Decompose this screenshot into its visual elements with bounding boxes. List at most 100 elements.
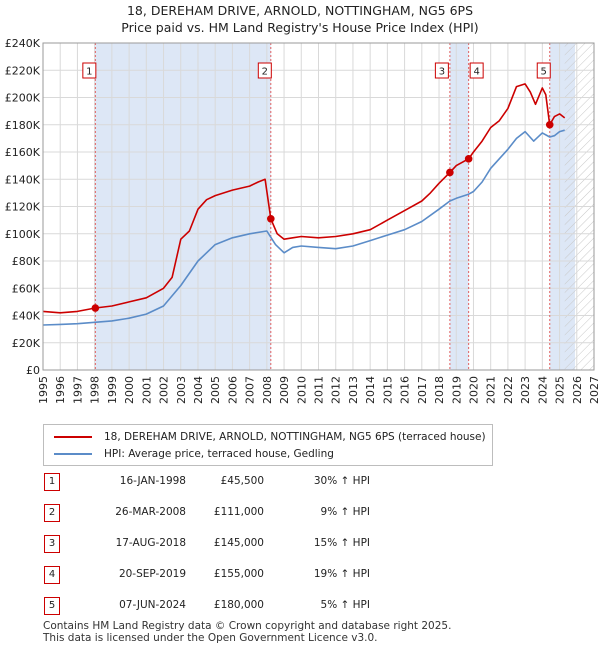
sale-hpi-change: 19% ↑ HPI [313, 568, 370, 580]
sale-label-box [82, 62, 97, 79]
y-tick-label: £0 [26, 364, 40, 377]
x-tick-label: 2020 [468, 376, 481, 404]
x-tick-label: 1995 [37, 376, 50, 404]
sale-label: 2 [257, 62, 272, 79]
table-row: 1 16-JAN-1998 £45,500 30% ↑ HPI [0, 472, 600, 492]
chart-subtitle: Price paid vs. HM Land Registry's House … [121, 20, 479, 35]
sale-hpi-change: 9% ↑ HPI [320, 506, 370, 518]
sale-label: 5 [536, 62, 551, 79]
x-tick-label: 2011 [313, 376, 326, 404]
sale-label-box [257, 62, 272, 79]
x-tick-label: 2006 [226, 376, 239, 404]
sale-point [91, 304, 100, 312]
sale-hpi-change: 15% ↑ HPI [313, 537, 370, 549]
hpi-series-line [43, 129, 565, 326]
legend-label-hpi: HPI: Average price, terraced house, Gedl… [104, 448, 334, 460]
y-tick-label: £60K [12, 282, 41, 295]
x-tick-label: 1996 [54, 376, 67, 404]
x-tick-label: 1998 [89, 376, 102, 404]
x-tick-label: 2027 [588, 376, 600, 404]
sale-label: 1 [82, 62, 97, 79]
sale-date: 26-MAR-2008 [115, 506, 186, 518]
x-tick-label: 2024 [536, 376, 549, 404]
x-tick-label: 2022 [502, 376, 515, 404]
sale-hpi-change: 5% ↑ HPI [320, 599, 370, 611]
sale-label-text: 3 [439, 67, 445, 78]
y-tick-label: £200K [5, 92, 41, 105]
x-tick-label: 2014 [364, 376, 377, 404]
price-series-line [43, 83, 566, 314]
price-chart: 1 2 3 4 5 £0 £20K £40K £60K £80K £100K £120K £140K £1… [5, 37, 600, 404]
x-tick-label: 2016 [399, 376, 412, 404]
sale-number-badge: 2 [44, 504, 60, 522]
sale-hpi-change: 30% ↑ HPI [313, 475, 370, 487]
x-tick-label: 1997 [71, 376, 84, 404]
x-tick-label: 2008 [261, 376, 274, 404]
sale-point [446, 168, 454, 177]
sale-date: 16-JAN-1998 [119, 475, 186, 487]
sale-date: 07-JUN-2024 [119, 599, 186, 611]
footer-license: This data is licensed under the Open Gov… [43, 632, 378, 644]
x-tick-label: 2007 [244, 376, 257, 404]
sale-label-text: 5 [541, 67, 547, 78]
x-tick-label: 2004 [192, 376, 205, 404]
x-tick-label: 2015 [381, 376, 394, 404]
x-tick-label: 2025 [554, 376, 567, 404]
sale-label-box [536, 62, 551, 79]
sale-label-box [434, 62, 449, 79]
x-tick-label: 2019 [450, 376, 463, 404]
sale-label: 4 [469, 62, 484, 79]
legend-label-price: 18, DEREHAM DRIVE, ARNOLD, NOTTINGHAM, N… [104, 431, 486, 443]
sale-date: 17-AUG-2018 [115, 537, 186, 549]
x-tick-label: 2009 [278, 376, 291, 404]
x-tick-label: 2023 [519, 376, 532, 404]
x-tick-label: 2017 [416, 376, 429, 404]
sale-number-badge: 5 [44, 597, 60, 615]
sale-number-badge: 1 [44, 473, 60, 491]
sale-price: £145,000 [213, 537, 264, 549]
x-tick-label: 2018 [433, 376, 446, 404]
x-tick-label: 2013 [347, 376, 360, 404]
x-tick-label: 2021 [485, 376, 498, 404]
sale-point [267, 214, 275, 223]
sale-label-text: 1 [86, 67, 92, 78]
x-tick-label: 2002 [158, 376, 171, 404]
sale-price: £180,000 [213, 599, 264, 611]
y-tick-label: £80K [12, 255, 41, 268]
sale-price: £45,500 [220, 475, 264, 487]
y-tick-label: £100K [5, 228, 41, 241]
table-row: 5 07-JUN-2024 £180,000 5% ↑ HPI [0, 596, 600, 616]
y-tick-label: £220K [5, 64, 41, 77]
legend-item-hpi: HPI: Average price, terraced house, Gedl… [54, 446, 334, 462]
sale-date: 20-SEP-2019 [118, 568, 186, 580]
y-tick-label: £20K [12, 337, 41, 350]
sale-label: 3 [434, 62, 449, 79]
sale-label-text: 2 [262, 67, 268, 78]
footer-notice: Contains HM Land Registry data © Crown c… [43, 620, 451, 644]
sale-label-text: 4 [473, 67, 479, 78]
x-tick-label: 2003 [175, 376, 188, 404]
y-tick-label: £180K [5, 119, 41, 132]
table-row: 4 20-SEP-2019 £155,000 19% ↑ HPI [0, 565, 600, 585]
table-row: 3 17-AUG-2018 £145,000 15% ↑ HPI [0, 534, 600, 554]
sale-label-box [469, 62, 484, 79]
legend-swatch-price [54, 436, 92, 438]
y-tick-label: £160K [5, 146, 41, 159]
sale-point [545, 120, 554, 129]
sale-number-badge: 3 [44, 535, 60, 553]
sale-number-badge: 4 [44, 566, 60, 584]
footer-copyright: Contains HM Land Registry data © Crown c… [43, 620, 452, 632]
sale-price: £111,000 [213, 506, 264, 518]
x-tick-label: 2001 [140, 376, 153, 404]
y-tick-label: £140K [5, 173, 41, 186]
plot-border [42, 42, 595, 371]
y-tick-label: £40K [12, 310, 41, 323]
x-tick-label: 2026 [571, 376, 584, 404]
legend: 18, DEREHAM DRIVE, ARNOLD, NOTTINGHAM, N… [43, 424, 493, 466]
legend-item-price: 18, DEREHAM DRIVE, ARNOLD, NOTTINGHAM, N… [54, 429, 486, 445]
x-tick-label: 1999 [106, 376, 119, 404]
y-tick-label: £240K [5, 37, 41, 50]
sale-price: £155,000 [213, 568, 264, 580]
legend-swatch-hpi [54, 453, 92, 455]
sale-point [464, 155, 473, 163]
